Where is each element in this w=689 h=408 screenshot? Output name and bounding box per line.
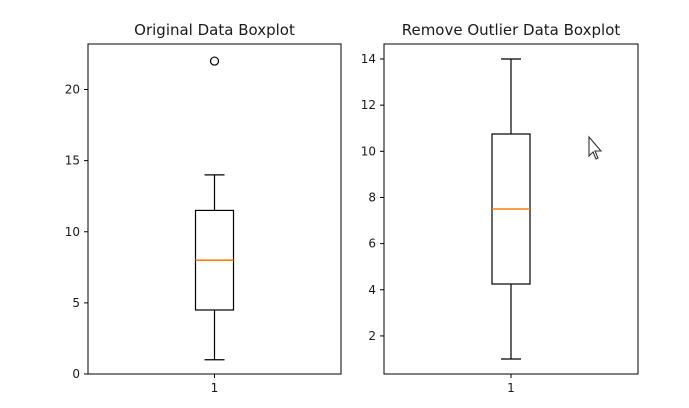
original-data-boxplot-chart: Original Data Boxplot 0 5 10 15 20 1	[65, 21, 342, 395]
y-tick-label: 2	[368, 329, 376, 343]
y-tick-label: 12	[361, 98, 376, 112]
chart-title: Remove Outlier Data Boxplot	[402, 21, 621, 39]
y-tick-label: 20	[65, 83, 80, 97]
outlier-point	[209, 56, 220, 66]
y-tick-label: 0	[72, 367, 80, 381]
remove-outlier-data-boxplot-chart: Remove Outlier Data Boxplot 2 4 6 8 10 12 14 1	[361, 21, 639, 395]
y-tick-label: 8	[368, 190, 376, 204]
y-tick-label: 10	[361, 144, 376, 158]
y-tick-label: 15	[65, 154, 80, 168]
y-tick-label: 14	[361, 52, 376, 66]
y-tick-label: 6	[368, 237, 376, 251]
x-tick-label: 1	[507, 381, 515, 395]
y-tick-label: 5	[72, 296, 80, 310]
arrow-cursor-icon	[588, 135, 603, 160]
y-tick-label: 4	[368, 283, 376, 297]
y-tick-label: 10	[65, 225, 80, 239]
x-tick-label: 1	[211, 381, 219, 395]
chart-title: Original Data Boxplot	[134, 21, 295, 39]
